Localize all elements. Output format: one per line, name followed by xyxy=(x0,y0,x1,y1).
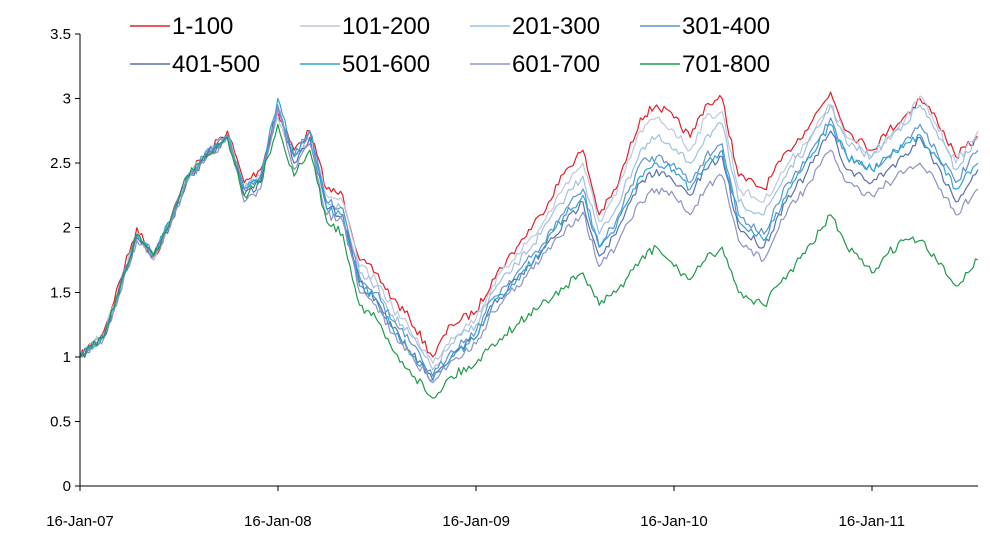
x-ticks: 16-Jan-07 16-Jan-08 16-Jan-09 16-Jan-10 16-J… xyxy=(46,486,905,530)
legend-label: 701-800 xyxy=(682,51,770,78)
x-tick-label: 16-Jan-10 xyxy=(640,513,708,530)
series-line-1-100 xyxy=(79,91,979,358)
y-ticks: 0 0.5 1 1.5 2 2.5 3 3.5 xyxy=(50,26,80,495)
x-tick-label: 16-Jan-11 xyxy=(839,513,905,530)
x-tick-label: 16-Jan-08 xyxy=(244,513,312,530)
y-tick-label: 1.5 xyxy=(50,284,71,301)
y-tick-label: 0 xyxy=(63,478,71,495)
legend-label: 201-300 xyxy=(512,13,600,40)
legend-label: 601-700 xyxy=(512,51,600,78)
x-tick-label: 16-Jan-07 xyxy=(46,513,114,530)
legend-label: 401-500 xyxy=(172,51,260,78)
legend-label: 501-600 xyxy=(342,51,430,78)
legend-label: 101-200 xyxy=(342,13,430,40)
series-line-501-600 xyxy=(79,98,979,381)
y-tick-label: 2.5 xyxy=(50,155,71,172)
y-tick-label: 0.5 xyxy=(50,413,71,430)
y-tick-label: 2 xyxy=(63,220,71,237)
y-tick-label: 3 xyxy=(63,91,71,108)
legend-label: 301-400 xyxy=(682,13,770,40)
legend-label: 1-100 xyxy=(172,13,233,40)
y-tick-label: 3.5 xyxy=(50,26,71,43)
series-layer xyxy=(79,91,979,399)
legend: 1-100 101-200 201-300 301-400 401-500 501-600… xyxy=(130,13,770,78)
series-line-701-800 xyxy=(79,123,979,399)
y-tick-label: 1 xyxy=(63,349,71,366)
x-tick-label: 16-Jan-09 xyxy=(442,513,510,530)
